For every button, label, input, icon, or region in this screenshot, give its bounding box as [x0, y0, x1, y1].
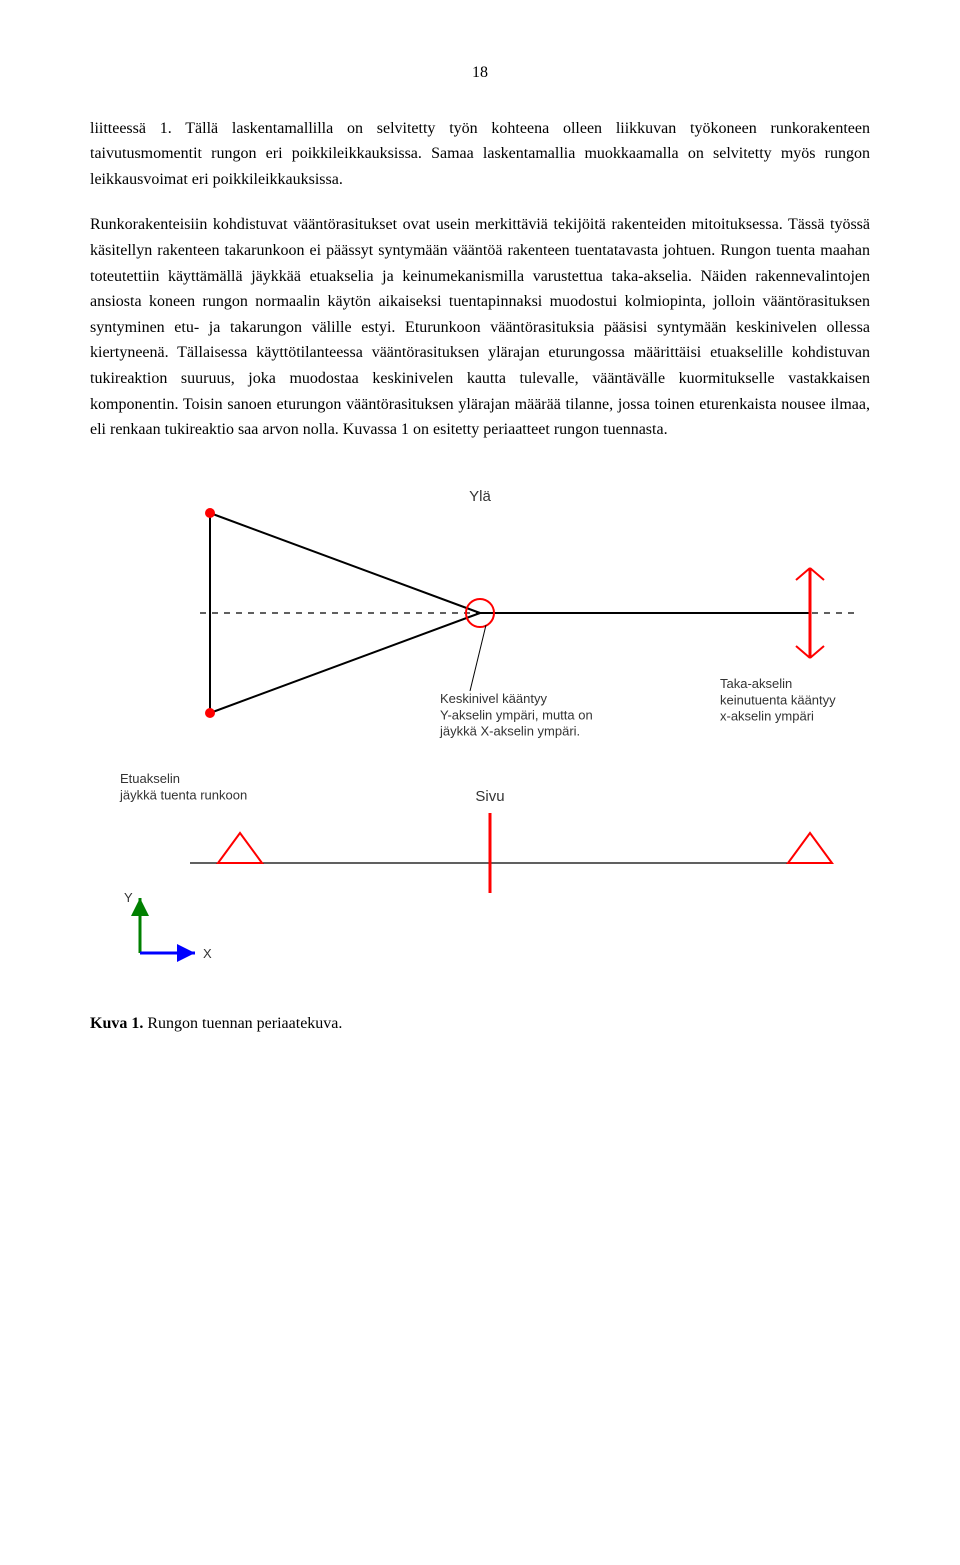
figure-caption-bold: Kuva 1. [90, 1015, 143, 1032]
svg-text:Sivu: Sivu [475, 788, 504, 805]
figure-caption: Kuva 1. Rungon tuennan periaatekuva. [90, 1011, 870, 1037]
paragraph-1: liitteessä 1. Tällä laskentamallilla on … [90, 116, 870, 193]
svg-text:Keskinivel kääntyyY-akselin ym: Keskinivel kääntyyY-akselin ympäri, mutt… [439, 691, 593, 739]
figure-svg: Y X Ylä Sivu Keskinivel kääntyyY-akselin ymp… [90, 483, 870, 973]
figure-1: Y X Ylä Sivu Keskinivel kääntyyY-akselin ymp… [90, 483, 870, 982]
svg-text:Etuakselinjäykkä tuenta runkoo: Etuakselinjäykkä tuenta runkoon [119, 771, 247, 802]
paragraph-2: Runkorakenteisiin kohdistuvat vääntörasi… [90, 212, 870, 442]
svg-text:Y: Y [124, 890, 133, 905]
figure-caption-text: Rungon tuennan periaatekuva. [143, 1015, 342, 1032]
page-number: 18 [90, 60, 870, 86]
svg-text:Taka-akselinkeinutuenta käänty: Taka-akselinkeinutuenta kääntyyx-akselin… [720, 676, 836, 724]
svg-text:X: X [203, 946, 212, 961]
svg-text:Ylä: Ylä [469, 488, 491, 505]
